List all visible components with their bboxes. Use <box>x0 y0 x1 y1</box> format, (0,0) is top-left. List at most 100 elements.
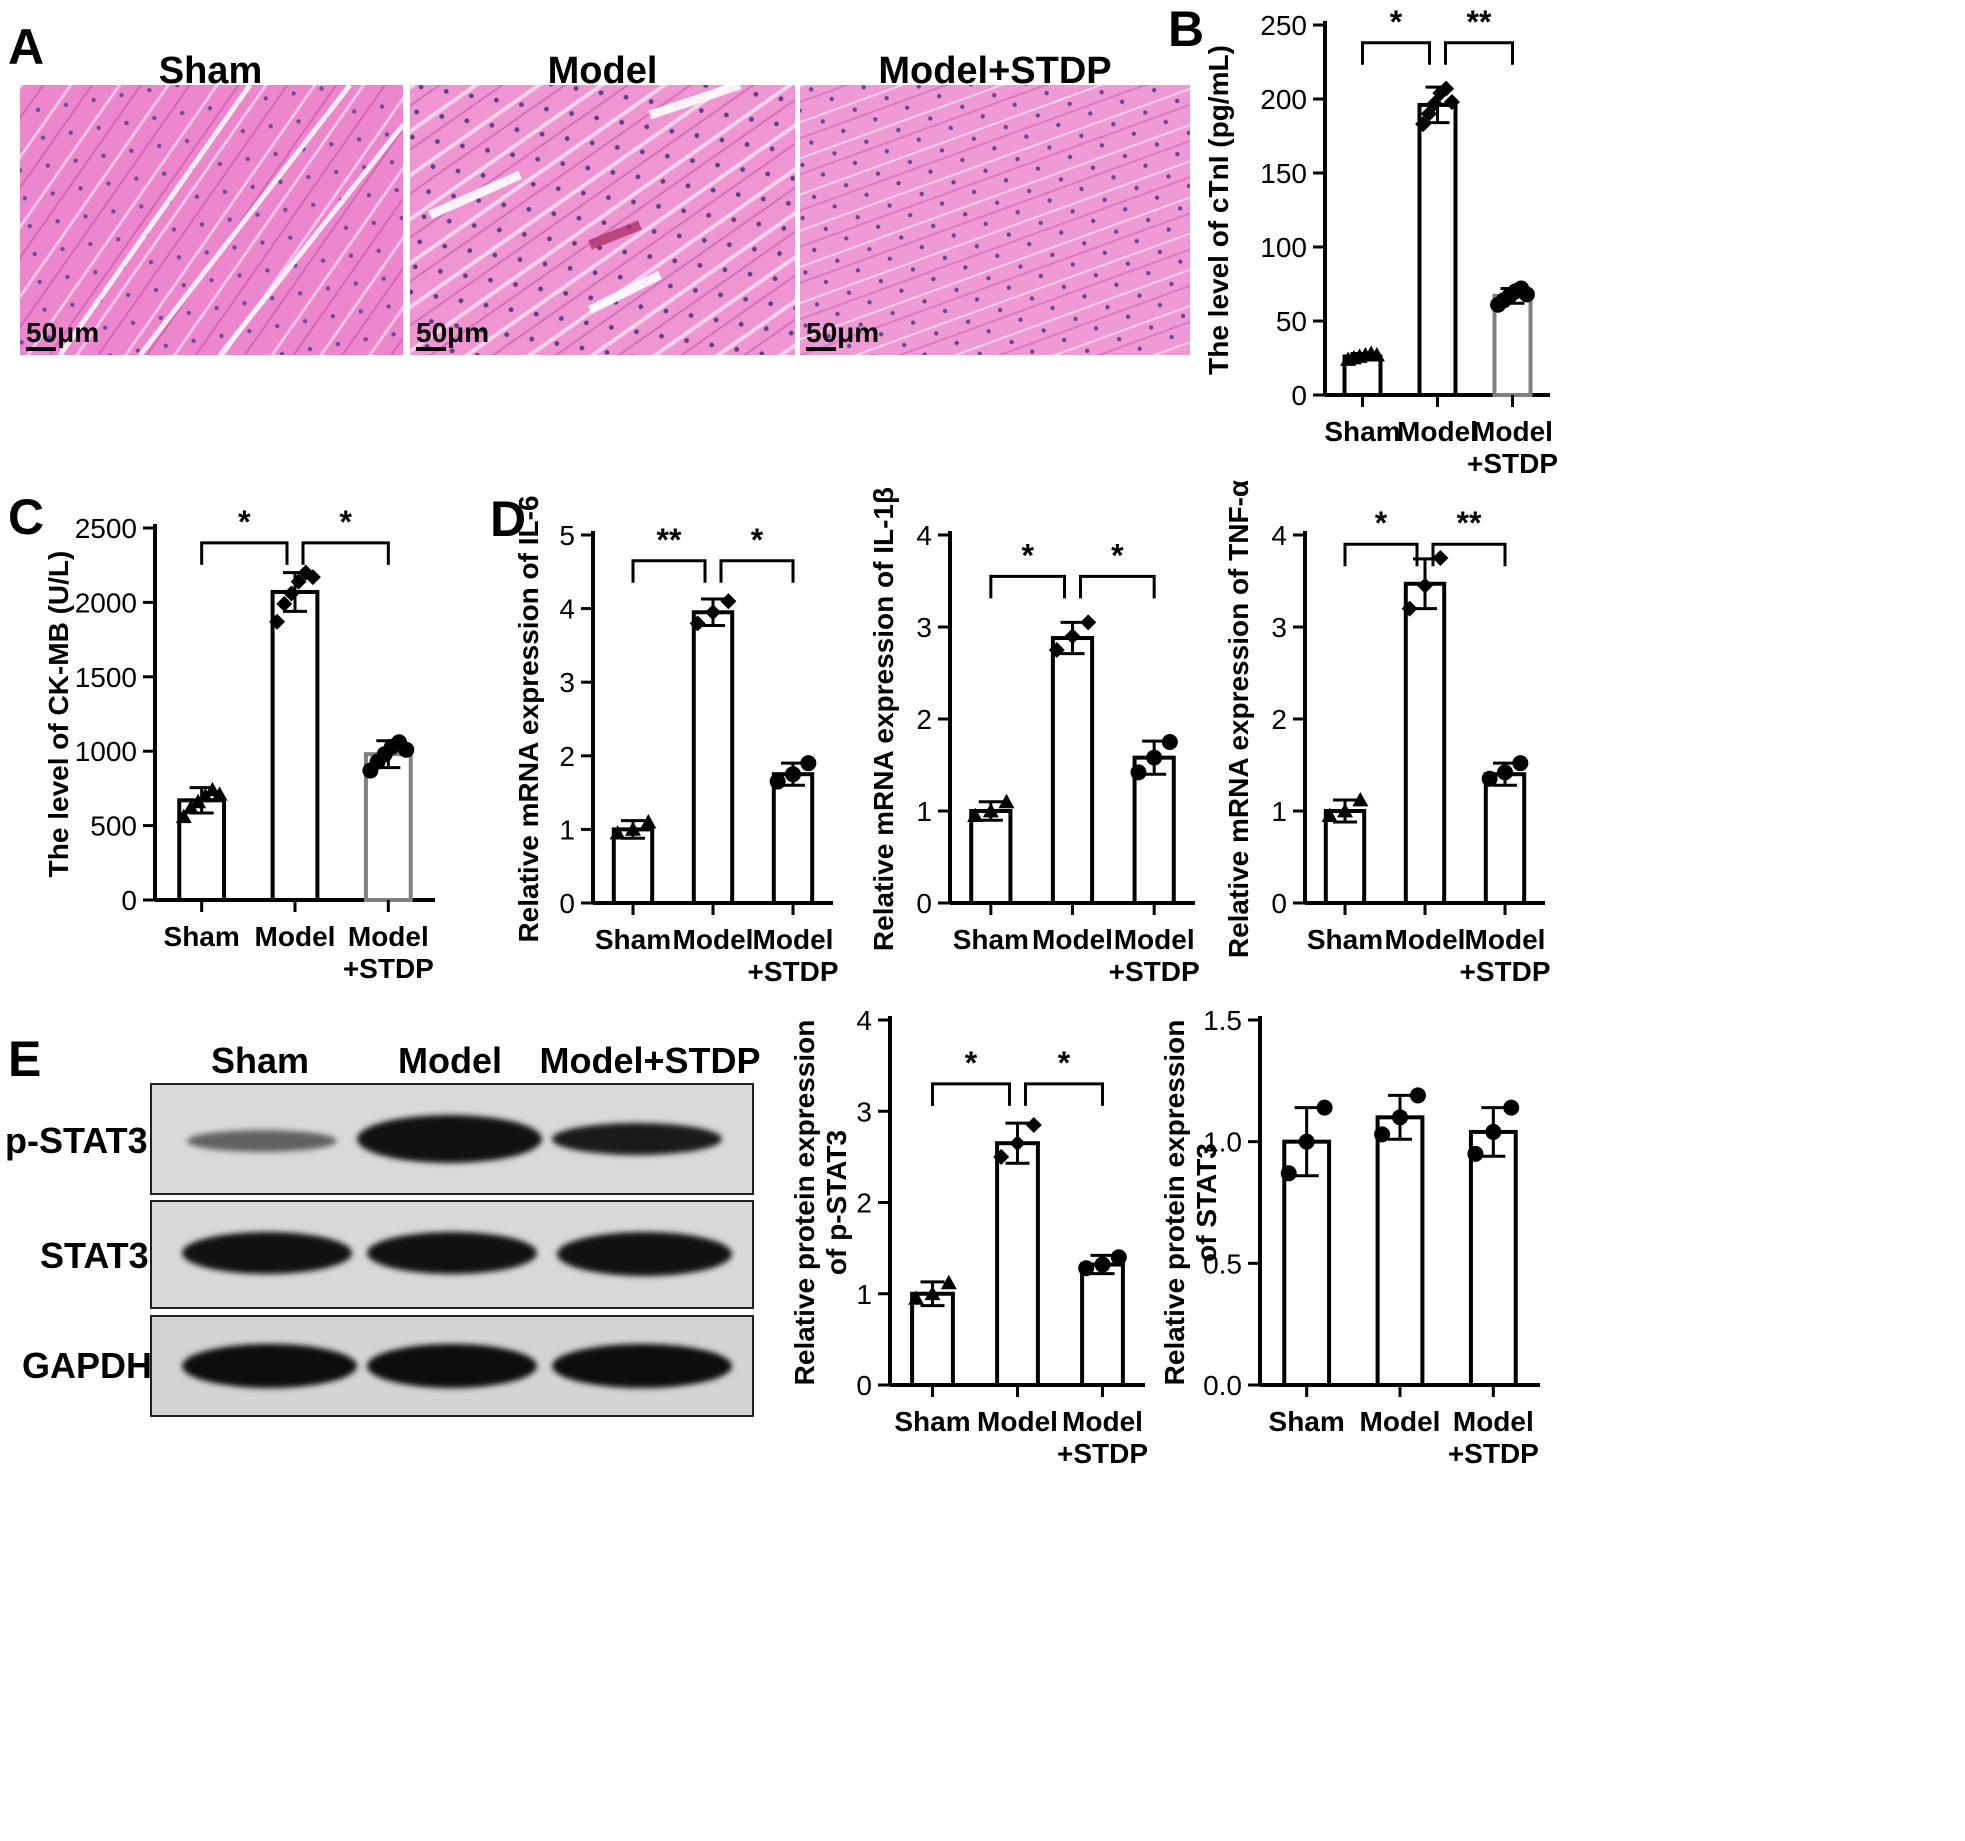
d1-ytick-label: 5 <box>559 520 575 551</box>
b-ytick-label: 100 <box>1260 232 1307 263</box>
d3-point-1-1 <box>1417 577 1433 594</box>
c-ytick-label: 1500 <box>75 662 137 693</box>
d2-y-axis-label: Relative mRNA expression of IL-1β <box>868 487 899 951</box>
he-image-sham: 50μm <box>20 85 403 355</box>
b-point-1-4 <box>1438 80 1455 97</box>
e1-sig-label-1: * <box>1058 1045 1071 1081</box>
e1-xtick-label-1: Model <box>977 1406 1058 1437</box>
band-p-stat3-model <box>357 1115 542 1163</box>
e1-point-0-1 <box>924 1285 941 1301</box>
d2-point-1-0 <box>1048 642 1065 658</box>
e2-ytick-label: 1.0 <box>1203 1127 1242 1158</box>
e1-point-2-1 <box>1094 1256 1111 1273</box>
c-ytick-label: 1000 <box>75 736 137 767</box>
e2-y-axis-label: Relative protein expressionof STAT3 <box>1159 1020 1222 1386</box>
d2-point-0-2 <box>998 793 1015 809</box>
b-y-axis-label: The level of cTnI (pg/mL) <box>1203 45 1234 375</box>
e1-ytick-label: 2 <box>856 1188 872 1219</box>
d3-ytick-label: 2 <box>1271 704 1287 735</box>
e2-xtick-label-0: Sham <box>1269 1406 1345 1437</box>
d2-sig-label-0: * <box>1021 537 1034 573</box>
d1-point-1-1 <box>705 604 721 621</box>
d3-bar-0 <box>1323 809 1367 905</box>
b-xtick-label-1: Model <box>1397 416 1478 447</box>
chart-il1b: 0 1 2 3 4 Relative mRNA expression of IL-1β Sh… <box>868 487 1200 987</box>
d2-point-0-0 <box>967 807 984 822</box>
c-y-axis-label: The level of CK-MB (U/L) <box>43 551 74 878</box>
e2-point-2-0 <box>1467 1145 1484 1162</box>
he-image-model-stdp: 50μm <box>800 85 1190 355</box>
d2-sig-bracket-1 <box>1079 574 1156 599</box>
d2-xtick-label-1: Model <box>1032 924 1113 955</box>
scale-label-sham: 50μm <box>26 317 100 348</box>
b-sig-label-0: * <box>1390 4 1403 40</box>
e2-point-1-2 <box>1409 1087 1426 1104</box>
band-stat3-model-stdp <box>557 1232 732 1276</box>
d3-point-2-1 <box>1497 764 1513 781</box>
d1-ytick-label: 1 <box>559 814 575 845</box>
d3-xtick-label-0: Sham <box>1307 924 1383 955</box>
d3-ytick-label: 1 <box>1271 796 1287 827</box>
c-ytick-label: 500 <box>90 811 137 842</box>
e1-sig-bracket-1 <box>1024 1082 1104 1106</box>
e2-point-0-2 <box>1316 1099 1333 1116</box>
d1-point-0-1 <box>625 821 641 836</box>
d3-point-0-2 <box>1352 791 1369 807</box>
d3-point-2-2 <box>1512 755 1529 772</box>
c-point-1-5 <box>304 569 321 586</box>
d1-point-0-0 <box>609 825 626 840</box>
c-point-0-5 <box>211 786 228 801</box>
band-p-stat3-model-stdp <box>552 1123 722 1155</box>
e2-bar-1 <box>1375 1115 1425 1387</box>
d1-point-2-1 <box>785 766 801 783</box>
band-p-stat3-sham <box>187 1130 337 1152</box>
e2-point-2-1 <box>1485 1123 1502 1140</box>
b-sig-label-1: ** <box>1467 4 1492 40</box>
d2-point-2-1 <box>1146 749 1163 766</box>
d1-point-0-2 <box>640 814 657 829</box>
d1-sig-bracket-1 <box>719 559 795 583</box>
scale-bar-model <box>416 347 446 351</box>
d2-ytick-label: 4 <box>916 520 932 551</box>
d2-point-2-0 <box>1130 764 1147 781</box>
d1-sig-label-0: ** <box>657 522 682 558</box>
b-point-2-5 <box>1518 286 1535 303</box>
b-point-1-2 <box>1426 95 1443 112</box>
chart-ctni: 0 50 100 150 200 250 The level of cTnI (pg/mL)… <box>1203 4 1558 479</box>
b-ytick-label: 200 <box>1260 84 1307 115</box>
c-sig-bracket-0 <box>200 541 289 565</box>
e1-point-0-2 <box>940 1274 957 1290</box>
c-point-1-1 <box>276 595 293 612</box>
d2-bar-0 <box>969 809 1013 905</box>
d1-y-axis-label: Relative mRNA expression of IL-6 <box>513 495 544 942</box>
c-sig-bracket-1 <box>301 541 390 565</box>
d1-xtick-label-2: Model +STDP <box>747 924 838 987</box>
c-ytick-label: 0 <box>121 885 137 916</box>
e2-point-1-1 <box>1392 1109 1408 1126</box>
d3-xtick-label-2: Model +STDP <box>1459 924 1550 987</box>
e2-ytick-label: 0.0 <box>1203 1370 1242 1401</box>
c-xtick-label-1: Model <box>255 921 336 952</box>
e1-point-0-0 <box>908 1290 925 1305</box>
d1-ytick-label: 4 <box>559 594 575 625</box>
b-point-1-1 <box>1420 105 1437 122</box>
blot-p-stat3 <box>150 1083 754 1195</box>
panel-letter-c: C <box>8 489 45 545</box>
blot-gapdh <box>150 1315 754 1417</box>
d3-y-axis-label: Relative mRNA expression of TNF-α <box>1223 480 1254 958</box>
he-tissue-sham <box>20 85 403 355</box>
e1-point-2-2 <box>1110 1249 1127 1266</box>
d3-ytick-label: 4 <box>1271 520 1287 551</box>
panel-letter-d: D <box>490 491 527 547</box>
panel-letter-a: A <box>8 19 45 75</box>
he-image-model: 50μm <box>410 85 795 355</box>
scale-bar-sham <box>26 347 56 351</box>
wb-row-label-stat3: STAT3 <box>40 1235 149 1276</box>
panel-letter-e: E <box>8 1031 42 1087</box>
band-stat3-sham <box>182 1232 352 1274</box>
c-bar-2 <box>363 752 413 902</box>
d2-bar-2 <box>1132 755 1176 905</box>
e1-ytick-label: 0 <box>856 1370 872 1401</box>
d1-point-2-2 <box>800 755 817 772</box>
